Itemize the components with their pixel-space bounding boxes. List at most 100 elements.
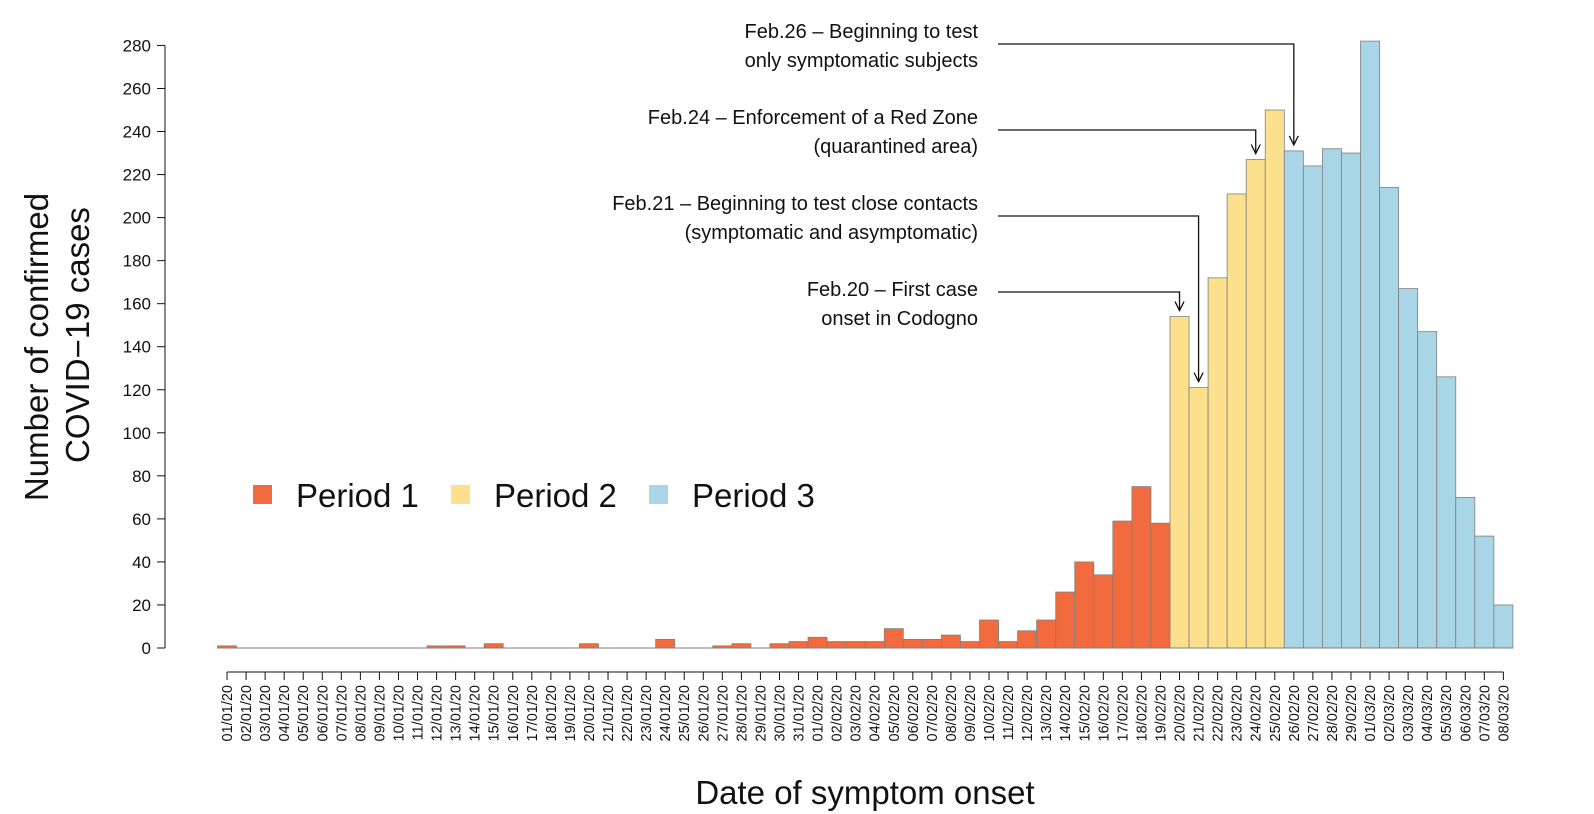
x-tick-label: 13/01/20 (449, 685, 465, 741)
x-tick-label: 15/02/20 (1077, 685, 1093, 741)
y-tick-label: 40 (132, 553, 151, 572)
x-tick-label: 24/01/20 (658, 685, 674, 741)
bar (807, 636, 828, 649)
x-tick-label: 29/02/20 (1344, 685, 1360, 741)
x-tick-label: 01/03/20 (1363, 685, 1379, 741)
annotation-arrowhead (1193, 372, 1204, 384)
x-tick-label: 14/01/20 (468, 685, 484, 741)
annotation-arrow-line (998, 43, 1295, 145)
y-tick-label: 120 (123, 381, 151, 400)
annotation-text: Feb.20 – First case (807, 279, 978, 301)
x-tick-label: 02/02/20 (830, 685, 846, 741)
annotation-arrow-line (998, 129, 1257, 154)
legend: Period 1 Period 2 Period 3 (253, 477, 815, 514)
x-tick-label: 04/01/20 (277, 685, 293, 741)
y-tick-label: 180 (123, 252, 151, 271)
y-tick-label: 240 (123, 123, 151, 142)
x-tick-label: 30/01/20 (772, 685, 788, 741)
annotation-text: Feb.21 – Beginning to test close contact… (612, 193, 978, 215)
y-axis-title-line-2: COVID−19 cases (59, 207, 96, 463)
x-tick-label: 05/03/20 (1439, 685, 1455, 741)
y-tick-label: 220 (123, 166, 151, 185)
bar (1150, 522, 1171, 649)
x-tick-label: 26/02/20 (1287, 685, 1303, 741)
x-tick-label: 15/01/20 (487, 685, 503, 741)
x-tick-label: 28/01/20 (734, 685, 750, 741)
x-axis: 01/01/20 02/01/20 03/01/20 04/01/20 05/01/20… (220, 671, 1512, 741)
annotation: Feb.24 – Enforcement of a Red Zone (quara… (648, 107, 1261, 158)
bar (1302, 165, 1323, 649)
y-tick-label: 200 (123, 209, 151, 228)
y-ticks: 0 20 40 60 80 100 120 140 160 180 200 220 240 260 280 (123, 36, 165, 658)
bar (1169, 316, 1190, 649)
annotation-text: (symptomatic and asymptomatic) (685, 222, 978, 244)
annotations: Feb.26 – Beginning to test only symptomat… (612, 21, 1299, 384)
bar (1474, 535, 1495, 649)
x-tick-label: 09/01/20 (372, 685, 388, 741)
legend-item: Period 3 (649, 477, 815, 514)
x-tick-label: 03/01/20 (258, 685, 274, 741)
x-tick-label: 18/02/20 (1134, 685, 1150, 741)
legend-swatch (253, 485, 272, 504)
x-tick-label: 08/01/20 (353, 685, 369, 741)
x-ticks: 01/01/20 02/01/20 03/01/20 04/01/20 05/01/20… (220, 672, 1512, 741)
x-tick-label: 20/02/20 (1173, 685, 1189, 741)
bar (1264, 109, 1285, 649)
bar (1455, 496, 1476, 649)
bar (998, 641, 1018, 649)
bar (1283, 150, 1304, 649)
y-tick-label: 260 (123, 79, 151, 98)
y-tick-label: 80 (132, 467, 151, 486)
x-tick-label: 16/01/20 (506, 685, 522, 741)
bar (1017, 630, 1038, 649)
bar (788, 641, 809, 649)
y-tick-label: 20 (132, 596, 151, 615)
x-tick-label: 10/01/20 (391, 685, 407, 741)
legend-item: Period 1 (253, 477, 419, 514)
bar (1074, 561, 1095, 649)
x-tick-label: 09/02/20 (963, 685, 979, 741)
annotation-arrowhead (1174, 301, 1185, 313)
bar (960, 641, 980, 649)
annotation-text: Feb.26 – Beginning to test (745, 21, 979, 43)
bar (826, 641, 847, 649)
bar (655, 638, 676, 649)
x-tick-label: 05/02/20 (887, 685, 903, 741)
bar (1207, 277, 1228, 649)
annotation: Feb.20 – First case onset in Codogno (807, 279, 1185, 330)
x-tick-label: 25/01/20 (677, 685, 693, 741)
x-tick-label: 03/03/20 (1401, 685, 1417, 741)
y-axis: 0 20 40 60 80 100 120 140 160 180 200 220 240 260 280 (123, 36, 166, 658)
x-tick-label: 22/01/20 (620, 685, 636, 741)
x-tick-label: 29/01/20 (753, 685, 769, 741)
x-tick-label: 17/01/20 (525, 685, 541, 741)
x-tick-label: 02/01/20 (239, 685, 255, 741)
x-tick-label: 31/01/20 (792, 685, 808, 741)
x-tick-label: 17/02/20 (1115, 685, 1131, 741)
annotation-text: onset in Codogno (821, 308, 978, 330)
y-tick-label: 280 (123, 36, 151, 55)
x-tick-label: 18/01/20 (544, 685, 560, 741)
x-tick-label: 12/02/20 (1020, 685, 1036, 741)
x-tick-label: 11/02/20 (1001, 685, 1017, 740)
x-tick-label: 14/02/20 (1058, 685, 1074, 741)
annotation-text: Feb.24 – Enforcement of a Red Zone (648, 107, 978, 129)
bar (1379, 187, 1400, 649)
x-tick-label: 20/01/20 (582, 685, 598, 741)
x-tick-label: 19/02/20 (1153, 685, 1169, 741)
legend-label: Period 2 (494, 477, 617, 514)
x-tick-label: 06/02/20 (906, 685, 922, 741)
x-tick-label: 23/02/20 (1230, 685, 1246, 741)
x-tick-label: 10/02/20 (982, 685, 998, 741)
x-tick-label: 21/02/20 (1192, 685, 1208, 741)
x-tick-label: 25/02/20 (1268, 685, 1284, 741)
bar (1417, 331, 1438, 649)
bar (941, 634, 961, 649)
legend-item: Period 2 (451, 477, 617, 514)
x-tick-label: 04/03/20 (1420, 685, 1436, 741)
annotation-text: only symptomatic subjects (745, 50, 978, 72)
legend-label: Period 1 (296, 477, 419, 514)
bar (1036, 619, 1057, 649)
x-tick-label: 01/02/20 (811, 685, 827, 741)
